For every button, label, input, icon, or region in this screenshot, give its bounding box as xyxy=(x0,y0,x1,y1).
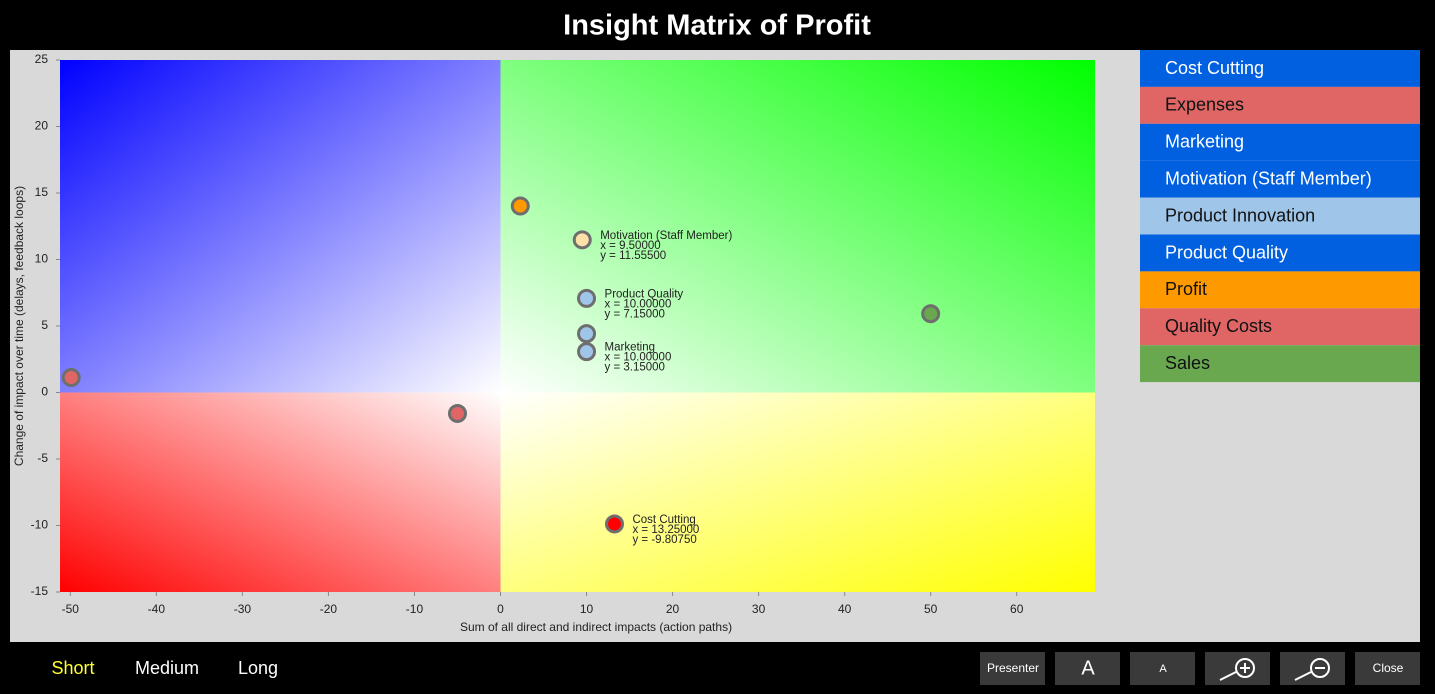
point-label-y: y = 11.55500 xyxy=(600,250,666,262)
point-label-x: x = 9.50000 xyxy=(600,240,660,252)
y-tick-label: 25 xyxy=(35,52,49,66)
horizon-button[interactable]: Short xyxy=(51,658,94,678)
legend-item[interactable] xyxy=(1140,50,1420,87)
legend-item[interactable] xyxy=(1140,86,1420,124)
legend-item[interactable] xyxy=(1140,308,1420,346)
toolbar-button-label[interactable]: A xyxy=(1081,657,1095,679)
legend-label[interactable]: Motivation (Staff Member) xyxy=(1165,168,1372,188)
legend-item[interactable] xyxy=(1140,271,1420,309)
legend-label[interactable]: Product Innovation xyxy=(1165,205,1315,225)
x-tick-label: -20 xyxy=(320,602,338,616)
quadrant xyxy=(60,60,501,393)
point-label-x: x = 10.00000 xyxy=(605,352,672,364)
legend-label[interactable]: Quality Costs xyxy=(1165,316,1272,336)
y-tick-label: -10 xyxy=(31,518,49,532)
legend-item[interactable] xyxy=(1140,160,1420,198)
x-tick-label: 60 xyxy=(1010,602,1024,616)
legend-label[interactable]: Cost Cutting xyxy=(1165,58,1264,78)
zoom-handle xyxy=(1294,671,1312,681)
toolbar-button-label[interactable]: Presenter xyxy=(987,661,1039,675)
y-tick-label: 15 xyxy=(35,185,49,199)
point xyxy=(447,403,467,423)
legend-item[interactable] xyxy=(1140,345,1420,383)
horizon-button[interactable]: Medium xyxy=(135,658,199,678)
x-tick-label: -10 xyxy=(406,602,424,616)
legend-item[interactable] xyxy=(1140,123,1420,161)
horizon-button[interactable]: Long xyxy=(238,658,278,678)
point-label-name: Marketing xyxy=(605,342,656,354)
toolbar-button[interactable] xyxy=(1355,652,1420,685)
toolbar-button-label[interactable]: A xyxy=(1159,663,1167,675)
zoom-lens xyxy=(1235,658,1255,678)
y-tick-label: -15 xyxy=(31,584,49,598)
x-tick-label: 30 xyxy=(752,602,766,616)
point xyxy=(572,230,592,250)
x-tick-label: 40 xyxy=(838,602,852,616)
zoom-lens xyxy=(1310,658,1330,678)
toolbar-button[interactable] xyxy=(980,652,1045,685)
x-tick-label: -40 xyxy=(148,602,166,616)
point xyxy=(577,342,597,362)
toolbar-button[interactable] xyxy=(1205,652,1270,685)
y-tick-label: 20 xyxy=(35,119,49,133)
point-label-name: Product Quality xyxy=(605,288,684,300)
x-tick-label: -30 xyxy=(234,602,252,616)
toolbar-button[interactable] xyxy=(1280,652,1345,685)
y-tick-label: 0 xyxy=(41,385,48,399)
toolbar-button[interactable] xyxy=(1130,652,1195,685)
x-tick-label: 10 xyxy=(580,602,594,616)
point-label-x: x = 13.25000 xyxy=(632,524,699,536)
point xyxy=(577,288,597,308)
point-label-name: Motivation (Staff Member) xyxy=(600,230,732,242)
point xyxy=(577,324,597,344)
point-label-y: y = 3.15000 xyxy=(605,362,665,374)
y-tick-label: 5 xyxy=(41,318,48,332)
x-tick-label: -50 xyxy=(62,602,80,616)
zoom-handle xyxy=(1219,671,1237,681)
quadrant xyxy=(500,392,1095,592)
point-label-y: y = -9.80750 xyxy=(632,534,696,546)
quadrant xyxy=(500,60,1095,393)
point xyxy=(61,368,81,388)
point-label-name: Cost Cutting xyxy=(632,514,695,526)
point xyxy=(604,514,624,534)
x-axis-label: Sum of all direct and indirect impacts (… xyxy=(460,620,732,634)
x-tick-label: 50 xyxy=(924,602,938,616)
toolbar-button-label[interactable]: Close xyxy=(1373,661,1404,675)
point-label-x: x = 10.00000 xyxy=(605,298,672,310)
y-tick-label: 10 xyxy=(35,252,49,266)
chart-title: Insight Matrix of Profit xyxy=(563,10,871,42)
point xyxy=(510,196,530,216)
x-tick-label: 0 xyxy=(497,602,504,616)
legend-label[interactable]: Product Quality xyxy=(1165,242,1288,262)
point xyxy=(921,304,941,324)
legend-label[interactable]: Sales xyxy=(1165,353,1210,373)
toolbar-button[interactable] xyxy=(1055,652,1120,685)
quadrant xyxy=(60,392,501,592)
legend-label[interactable]: Expenses xyxy=(1165,95,1244,115)
y-tick-label: -5 xyxy=(37,451,48,465)
point-label-y: y = 7.15000 xyxy=(605,308,665,320)
legend-item[interactable] xyxy=(1140,197,1420,235)
legend-item[interactable] xyxy=(1140,234,1420,272)
y-axis-label: Change of impact over time (delays, feed… xyxy=(12,186,26,466)
legend-label[interactable]: Profit xyxy=(1165,279,1207,299)
legend-label[interactable]: Marketing xyxy=(1165,132,1244,152)
x-tick-label: 20 xyxy=(666,602,680,616)
